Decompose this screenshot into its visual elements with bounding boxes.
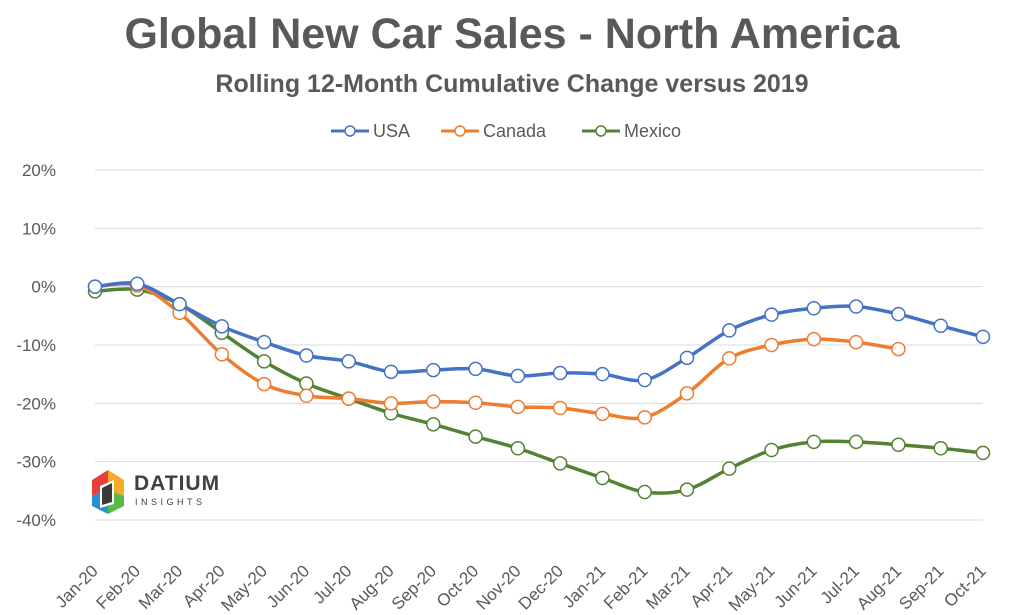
y-tick-label: -40%: [16, 511, 56, 530]
data-point-canada: [595, 406, 610, 422]
data-point-mexico: [510, 441, 526, 456]
data-point-usa: [764, 307, 779, 322]
data-point-usa: [679, 350, 695, 366]
x-tick-label: Feb-21: [600, 561, 652, 613]
series-line-mexico: [93, 287, 985, 495]
data-point-canada: [214, 347, 230, 362]
data-point-usa: [341, 354, 356, 369]
data-point-usa: [891, 306, 906, 322]
data-point-mexico: [299, 376, 314, 391]
x-tick-label: Mar-20: [135, 561, 187, 613]
data-point-mexico: [679, 482, 695, 497]
datium-logo: DATIUM INSIGHTS: [88, 466, 248, 522]
legend-label-usa: USA: [373, 121, 410, 141]
data-point-canada: [722, 351, 737, 366]
data-point-canada: [891, 341, 906, 357]
y-tick-label: -20%: [16, 394, 56, 413]
legend-marker-usa: [344, 125, 356, 137]
x-tick-label: May-20: [217, 561, 271, 615]
x-tick-label: Jun-20: [263, 561, 313, 611]
data-point-usa: [299, 348, 314, 363]
data-point-usa: [87, 279, 103, 294]
data-point-mexico: [848, 434, 864, 450]
data-point-usa: [130, 276, 145, 291]
data-point-usa: [722, 323, 737, 338]
x-tick-label: Sep-21: [895, 561, 947, 613]
data-point-mexico: [595, 470, 610, 486]
data-point-canada: [341, 391, 356, 406]
data-point-canada: [510, 399, 526, 415]
data-point-canada: [383, 396, 399, 411]
data-point-usa: [933, 318, 948, 333]
data-point-mexico: [468, 429, 483, 444]
data-point-usa: [975, 329, 991, 345]
data-point-mexico: [764, 442, 779, 458]
logo-name: DATIUM: [134, 472, 221, 495]
x-tick-label: Sep-20: [388, 561, 440, 613]
data-point-canada: [679, 386, 695, 401]
data-point-usa: [383, 364, 399, 380]
y-tick-label: -30%: [16, 453, 56, 472]
data-point-usa: [510, 368, 526, 384]
data-point-usa: [256, 334, 272, 350]
data-point-canada: [764, 337, 779, 353]
x-tick-label: May-21: [725, 561, 779, 615]
data-point-canada: [426, 394, 441, 409]
data-point-mexico: [975, 445, 991, 461]
legend-label-canada: Canada: [483, 121, 547, 141]
data-point-usa: [426, 362, 441, 378]
data-point-canada: [552, 400, 568, 416]
data-point-mexico: [722, 461, 737, 476]
x-tick-label: Dec-20: [515, 561, 567, 613]
chart-title: Global New Car Sales - North America: [124, 10, 900, 58]
y-tick-label: -10%: [16, 336, 56, 355]
data-point-canada: [256, 376, 272, 392]
data-point-mexico: [637, 484, 652, 500]
x-tick-label: Aug-20: [346, 561, 398, 613]
datium-logo-icon: [92, 470, 124, 514]
data-point-usa: [595, 366, 610, 382]
data-point-canada: [806, 331, 822, 347]
data-point-usa: [848, 299, 864, 314]
data-point-mexico: [426, 417, 441, 432]
y-tick-label: 20%: [22, 161, 56, 180]
x-tick-label: Feb-20: [93, 561, 145, 613]
data-point-canada: [468, 395, 483, 410]
data-point-usa: [468, 361, 483, 377]
data-point-usa: [172, 296, 187, 312]
x-tick-label: Jan-21: [559, 561, 609, 611]
data-point-mexico: [552, 456, 568, 471]
y-tick-label: 0%: [31, 278, 56, 297]
legend-label-mexico: Mexico: [624, 121, 681, 141]
data-point-canada: [637, 410, 652, 425]
legend-marker-canada: [454, 125, 466, 137]
chart-subtitle: Rolling 12-Month Cumulative Change versu…: [215, 70, 809, 98]
data-point-canada: [299, 388, 314, 403]
legend-marker-mexico: [595, 125, 607, 137]
data-point-usa: [806, 301, 822, 316]
data-point-mexico: [806, 434, 822, 450]
x-tick-label: Nov-20: [472, 561, 524, 613]
x-tick-label: Aug-21: [853, 561, 905, 613]
logo-subtitle: INSIGHTS: [135, 497, 206, 507]
data-point-usa: [637, 372, 652, 388]
data-point-mexico: [891, 437, 906, 452]
data-point-usa: [214, 319, 230, 334]
data-point-canada: [848, 334, 864, 350]
data-point-usa: [552, 365, 568, 381]
x-tick-label: Mar-21: [642, 561, 694, 613]
data-point-mexico: [933, 441, 948, 456]
x-tick-label: Jan-20: [52, 561, 102, 611]
series-line-usa: [93, 281, 985, 383]
x-tick-label: Jun-21: [770, 561, 820, 611]
x-tick-label: Oct-21: [940, 561, 990, 611]
y-tick-label: 10%: [22, 219, 56, 238]
data-point-mexico: [256, 354, 272, 369]
